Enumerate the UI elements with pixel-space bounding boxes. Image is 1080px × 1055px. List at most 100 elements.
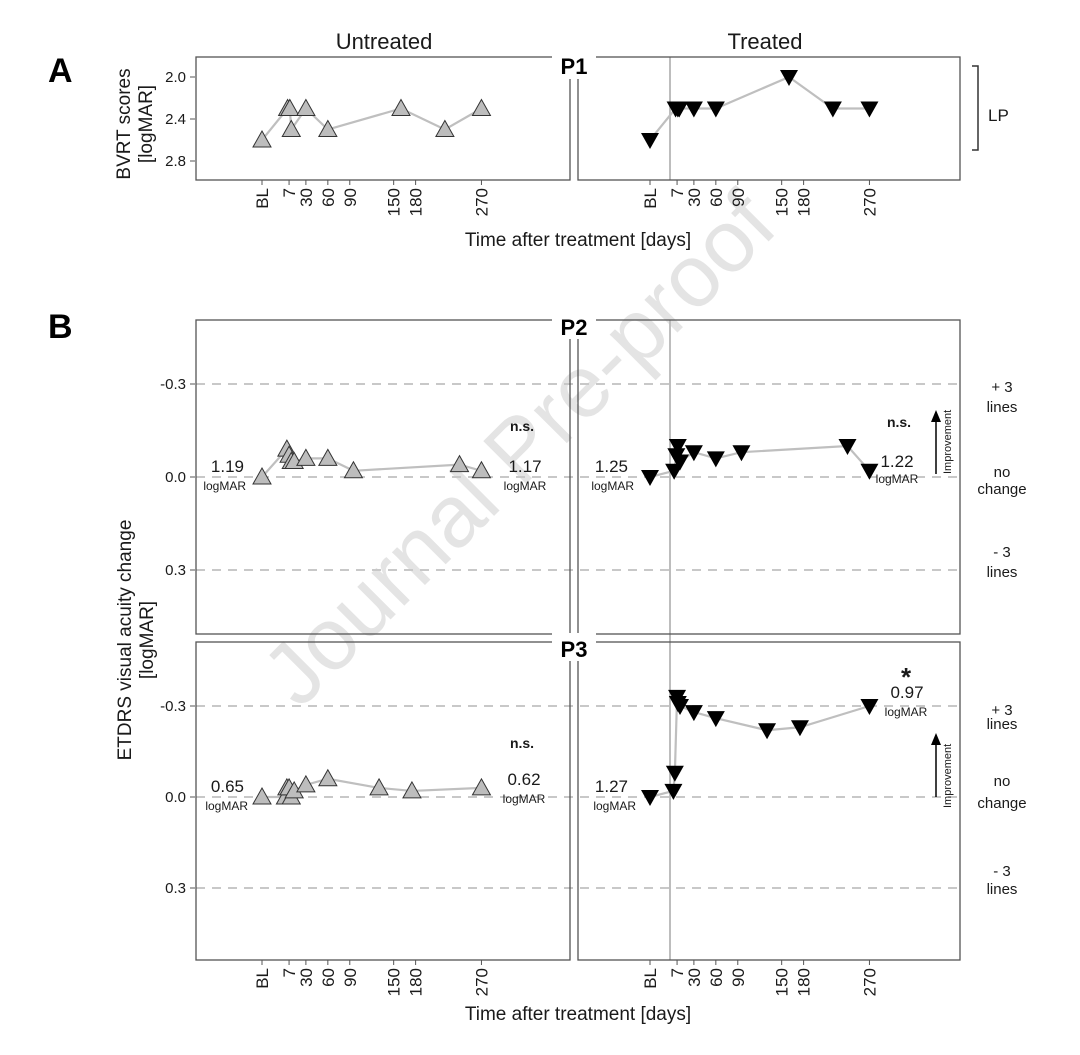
x-tick-label: 90 [729,188,748,207]
value-end: 1.22 [880,452,913,471]
p2-treated-point [668,439,687,455]
p3-treated-point [790,720,809,737]
p3-annotations: 0.65 logMAR 0.62 logMAR n.s. 1.27 logMAR… [205,662,927,813]
p3-treated-point [670,699,689,716]
ref-label-plus: + 3 [991,702,1012,719]
frame-p2-treated [577,319,961,635]
p2-treated-point [732,445,751,462]
frame-p1-untreated [195,56,571,181]
column-title-untreated: Untreated [336,29,433,54]
value-end: 0.97 [890,683,923,702]
unit-label: logMAR [885,705,928,719]
y-tick-label: -0.3 [160,376,186,393]
p1-treated-point [684,101,703,118]
p2-untreated-point [252,466,272,485]
watermark: Journal Pre-proof [243,173,794,724]
improvement-arrow-p2: Improvement [931,410,954,474]
x-tick-label: 90 [341,968,360,987]
p3-treated-point [706,711,725,728]
frame-p1-treated [577,56,961,181]
x-tick-label: 7 [668,188,687,197]
x-tick-label: 60 [319,968,338,987]
y-tick-label: -0.3 [160,698,186,715]
value-end: 1.17 [508,457,541,476]
p1-untreated-point [279,98,300,116]
panel-frames [195,56,961,961]
p2-treated-point [684,445,703,462]
unit-label: logMAR [876,472,919,486]
lp-bracket [972,65,979,151]
y-tick-label: 0.0 [165,789,186,806]
p1-untreated-point [317,119,338,137]
y-tick-label: 2.8 [165,153,186,170]
patient-label-p3: P3 [561,637,588,662]
p3-untreated-point [252,786,272,805]
x-tick-label: 30 [297,188,316,207]
x-tick-label: 7 [280,968,299,977]
significance-label: n.s. [887,414,911,430]
p1-untreated-point [252,129,272,148]
p2-treated-point [838,439,857,455]
ref-label-minus: - 3 [993,544,1011,561]
p2-ref-labels: + 3 lines no change - 3 lines [977,379,1026,581]
x-tick-label: 60 [319,188,338,207]
p3-treated-point [665,765,684,782]
ref-label-none: no [994,773,1011,790]
ref-label-plus-sub: lines [987,716,1018,733]
x-tick-label: 180 [407,968,426,996]
x-tick-label: 90 [729,968,748,987]
p3-untreated-point [402,780,422,799]
unit-label: logMAR [203,479,246,493]
patient-label-p1: P1 [561,54,588,79]
y-tick-label: 0.0 [165,469,186,486]
frame-p2-untreated [195,319,571,635]
x-tick-label: 7 [668,968,687,977]
p3-label-bg [552,633,596,661]
x-tick-label: 150 [773,188,792,216]
p3-treated-point [684,705,703,722]
p1-label-bg [552,49,596,79]
value-end: 0.62 [507,770,540,789]
p1-treated-point [823,101,842,118]
p1-treated-point [641,133,659,149]
p1-untreated-point [296,98,316,116]
improvement-label: Improvement [942,410,954,474]
p1-untreated-point [435,119,455,137]
y-tick-label: 2.4 [165,111,186,128]
p2-annotations: 1.19 logMAR 1.17 logMAR n.s. 1.25 logMAR… [203,414,918,493]
x-tick-label: 270 [472,188,491,216]
p2-untreated-point [296,448,316,466]
ref-label-none-sub: change [977,795,1026,812]
value-start: 1.27 [595,777,628,796]
y-tick-label: 0.3 [165,880,186,897]
p3-untreated-point [317,768,338,787]
x-tick-label: 60 [707,968,726,987]
frame-p3-untreated [195,641,571,961]
ref-label-none: no [994,464,1011,481]
panel-a-y-ticks: 2.0 2.4 2.8 [165,69,195,170]
p3-treated-line [649,696,870,799]
improvement-label: Improvement [942,744,954,808]
p1-untreated-point [281,119,302,137]
p2-untreated-point [343,460,364,479]
panel-b-letter: B [48,308,73,346]
significance-label: n.s. [510,735,534,751]
x-ticks-panel-a: BL 730 60 90 150 180 270 BL 730 60 90 150 180 270 [253,180,879,216]
x-tick-label: 7 [280,188,299,197]
column-title-treated: Treated [727,29,802,54]
x-tick-label: 150 [385,188,404,216]
p2-untreated-point [317,448,338,466]
improvement-arrow-p3: Improvement [931,733,954,808]
x-tick-label: 180 [795,188,814,216]
x-tick-label: BL [253,188,272,209]
ref-label-minus-sub: lines [987,564,1018,581]
panel-a-letter: A [48,52,73,90]
panel-a-y-label-line1: BVRT scores [114,68,135,179]
p1-treated-point [779,70,798,86]
p2-treated-point [670,454,689,471]
x-axis-title-b: Time after treatment [days] [465,1004,691,1025]
p2-untreated-point [449,454,470,473]
x-tick-label: 60 [707,188,726,207]
p2-treated-point [706,451,725,468]
